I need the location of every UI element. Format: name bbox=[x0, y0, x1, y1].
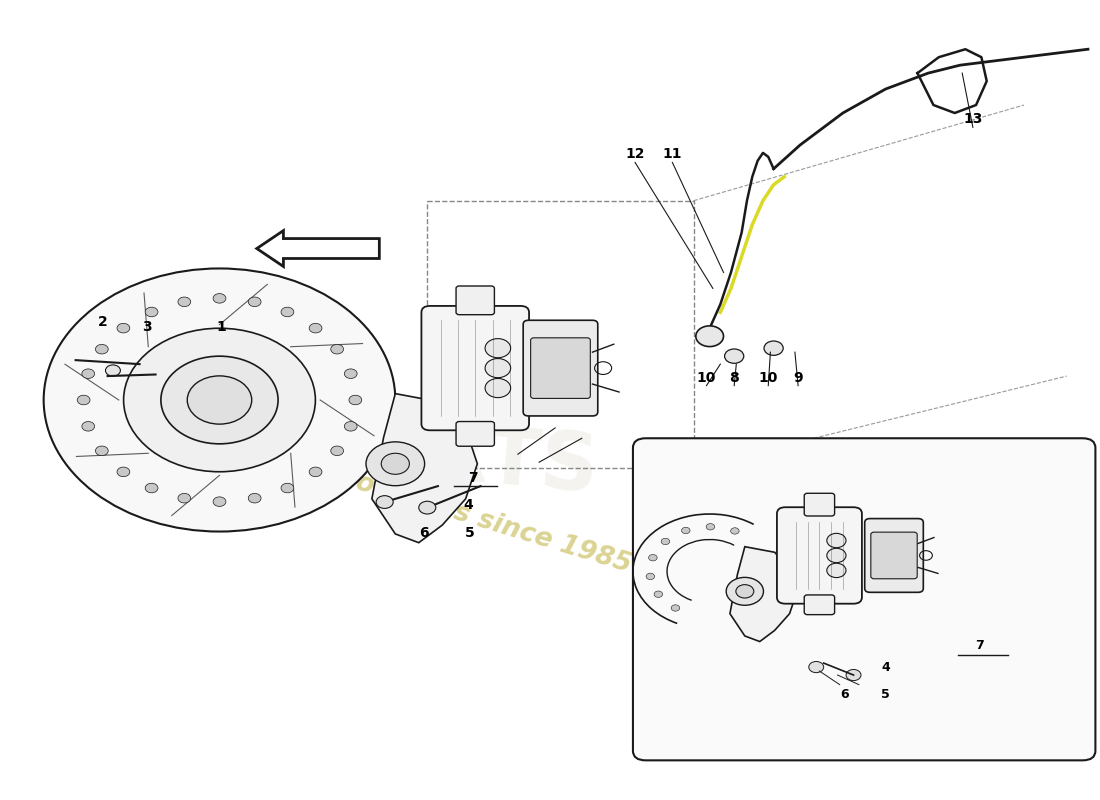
Text: 13: 13 bbox=[964, 112, 982, 126]
Circle shape bbox=[485, 358, 510, 378]
Circle shape bbox=[671, 605, 680, 611]
Circle shape bbox=[827, 534, 846, 548]
FancyBboxPatch shape bbox=[456, 422, 494, 446]
Circle shape bbox=[309, 323, 322, 333]
Circle shape bbox=[366, 442, 425, 486]
Text: 4: 4 bbox=[881, 661, 890, 674]
Circle shape bbox=[827, 548, 846, 562]
Text: 11: 11 bbox=[662, 147, 682, 162]
Circle shape bbox=[344, 422, 358, 431]
Circle shape bbox=[682, 527, 690, 534]
Circle shape bbox=[187, 376, 252, 424]
Circle shape bbox=[485, 378, 510, 398]
Polygon shape bbox=[730, 546, 798, 642]
Circle shape bbox=[485, 338, 510, 358]
Circle shape bbox=[117, 467, 130, 477]
Text: 8: 8 bbox=[729, 371, 739, 386]
Circle shape bbox=[706, 523, 715, 530]
FancyBboxPatch shape bbox=[804, 494, 835, 516]
Circle shape bbox=[249, 297, 261, 306]
Circle shape bbox=[213, 497, 226, 506]
FancyArrow shape bbox=[256, 230, 380, 266]
Text: 9: 9 bbox=[793, 371, 803, 386]
Circle shape bbox=[376, 496, 393, 509]
Circle shape bbox=[696, 326, 724, 346]
Circle shape bbox=[382, 454, 409, 474]
Circle shape bbox=[827, 563, 846, 578]
Circle shape bbox=[249, 494, 261, 503]
Circle shape bbox=[178, 494, 190, 503]
FancyBboxPatch shape bbox=[777, 507, 862, 604]
Text: 10: 10 bbox=[696, 371, 716, 386]
Circle shape bbox=[419, 502, 436, 514]
Circle shape bbox=[344, 369, 358, 378]
FancyBboxPatch shape bbox=[871, 532, 917, 578]
Circle shape bbox=[661, 538, 670, 545]
Circle shape bbox=[331, 446, 343, 456]
Text: 7: 7 bbox=[469, 471, 477, 485]
Circle shape bbox=[117, 323, 130, 333]
Circle shape bbox=[349, 395, 362, 405]
Circle shape bbox=[44, 269, 395, 531]
Circle shape bbox=[123, 328, 316, 472]
Circle shape bbox=[654, 591, 662, 598]
FancyBboxPatch shape bbox=[865, 518, 923, 592]
Circle shape bbox=[280, 483, 294, 493]
FancyBboxPatch shape bbox=[632, 438, 1096, 760]
Circle shape bbox=[106, 365, 120, 376]
Circle shape bbox=[764, 341, 783, 355]
Circle shape bbox=[213, 294, 226, 303]
Text: 6: 6 bbox=[419, 526, 429, 540]
Text: 3: 3 bbox=[142, 320, 152, 334]
Circle shape bbox=[309, 467, 322, 477]
Polygon shape bbox=[372, 394, 477, 542]
FancyBboxPatch shape bbox=[804, 595, 835, 614]
Circle shape bbox=[726, 578, 763, 606]
Text: 1: 1 bbox=[217, 320, 227, 334]
Text: 5: 5 bbox=[881, 689, 890, 702]
Circle shape bbox=[331, 344, 343, 354]
Circle shape bbox=[846, 670, 861, 681]
Text: 7: 7 bbox=[975, 639, 983, 652]
Circle shape bbox=[646, 574, 654, 579]
Circle shape bbox=[81, 369, 95, 378]
FancyBboxPatch shape bbox=[524, 320, 597, 416]
Text: 2: 2 bbox=[98, 315, 107, 329]
Circle shape bbox=[145, 307, 158, 317]
Text: a passion for parts since 1985: a passion for parts since 1985 bbox=[198, 422, 635, 578]
Circle shape bbox=[161, 356, 278, 444]
FancyBboxPatch shape bbox=[421, 306, 529, 430]
Text: 12: 12 bbox=[625, 147, 645, 162]
Circle shape bbox=[808, 662, 824, 673]
Circle shape bbox=[178, 297, 190, 306]
Text: 10: 10 bbox=[759, 371, 778, 386]
Circle shape bbox=[81, 422, 95, 431]
Circle shape bbox=[649, 554, 657, 561]
Circle shape bbox=[96, 344, 108, 354]
Circle shape bbox=[77, 395, 90, 405]
Circle shape bbox=[725, 349, 744, 363]
Circle shape bbox=[280, 307, 294, 317]
Circle shape bbox=[96, 446, 108, 456]
Circle shape bbox=[145, 483, 158, 493]
Circle shape bbox=[736, 585, 754, 598]
Text: EUROPARTS: EUROPARTS bbox=[62, 386, 602, 510]
Text: 4: 4 bbox=[463, 498, 473, 512]
Text: 5: 5 bbox=[465, 526, 475, 540]
Text: 6: 6 bbox=[840, 689, 849, 702]
Circle shape bbox=[730, 528, 739, 534]
FancyBboxPatch shape bbox=[456, 286, 494, 314]
FancyBboxPatch shape bbox=[530, 338, 591, 398]
